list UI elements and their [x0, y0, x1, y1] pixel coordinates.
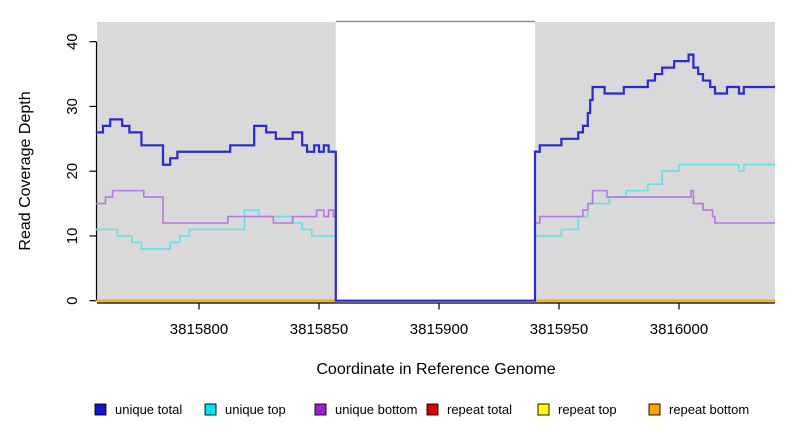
masked-gap: [335, 22, 535, 303]
y-tick-label: 0: [64, 297, 81, 305]
x-tick-label: 3815900: [410, 321, 468, 338]
x-tick-label: 3816000: [650, 321, 708, 338]
y-tick-label: 30: [64, 98, 81, 115]
legend-swatch-unique-total: [94, 403, 107, 416]
legend-item-repeat-top: repeat top: [537, 402, 617, 417]
y-axis-title: Read Coverage Depth: [17, 91, 34, 250]
legend-swatch-unique-bottom: [314, 403, 327, 416]
y-tick-label: 40: [64, 33, 81, 50]
x-tick-label: 3815800: [170, 321, 228, 338]
series-layer: [95, 53, 775, 302]
y-tick-label: 10: [64, 228, 81, 245]
legend-item-repeat-bottom: repeat bottom: [648, 402, 749, 417]
axes: [89, 41, 775, 310]
y-tick-labels: 0 10 20 30 40: [64, 33, 81, 305]
plot-panels: [97, 20, 775, 303]
legend-item-unique-top: unique top: [204, 402, 286, 417]
legend-label: unique bottom: [335, 402, 417, 417]
x-axis-title: Coordinate in Reference Genome: [316, 361, 555, 378]
legend-label: unique top: [225, 402, 286, 417]
legend-swatch-unique-top: [204, 403, 217, 416]
legend: unique total unique top unique bottom re…: [94, 402, 749, 417]
legend-item-unique-total: unique total: [94, 402, 182, 417]
x-tick-label: 3815950: [530, 321, 588, 338]
legend-label: unique total: [115, 402, 182, 417]
x-tick-labels: 3815800 3815850 3815900 3815950 3816000: [170, 321, 708, 338]
y-tick-label: 20: [64, 163, 81, 180]
x-tick-label: 3815850: [290, 321, 348, 338]
legend-label: repeat total: [447, 402, 512, 417]
legend-swatch-repeat-bottom: [648, 403, 661, 416]
legend-swatch-repeat-top: [537, 403, 550, 416]
legend-label: repeat top: [558, 402, 617, 417]
series-unique-total: [95, 53, 775, 302]
legend-label: repeat bottom: [669, 402, 749, 417]
series-path-unique-total: [95, 53, 775, 302]
legend-item-unique-bottom: unique bottom: [314, 402, 417, 417]
legend-item-repeat-total: repeat total: [426, 402, 512, 417]
legend-swatch-repeat-total: [426, 403, 439, 416]
panel-left: [97, 22, 336, 303]
panel-right: [535, 22, 775, 303]
